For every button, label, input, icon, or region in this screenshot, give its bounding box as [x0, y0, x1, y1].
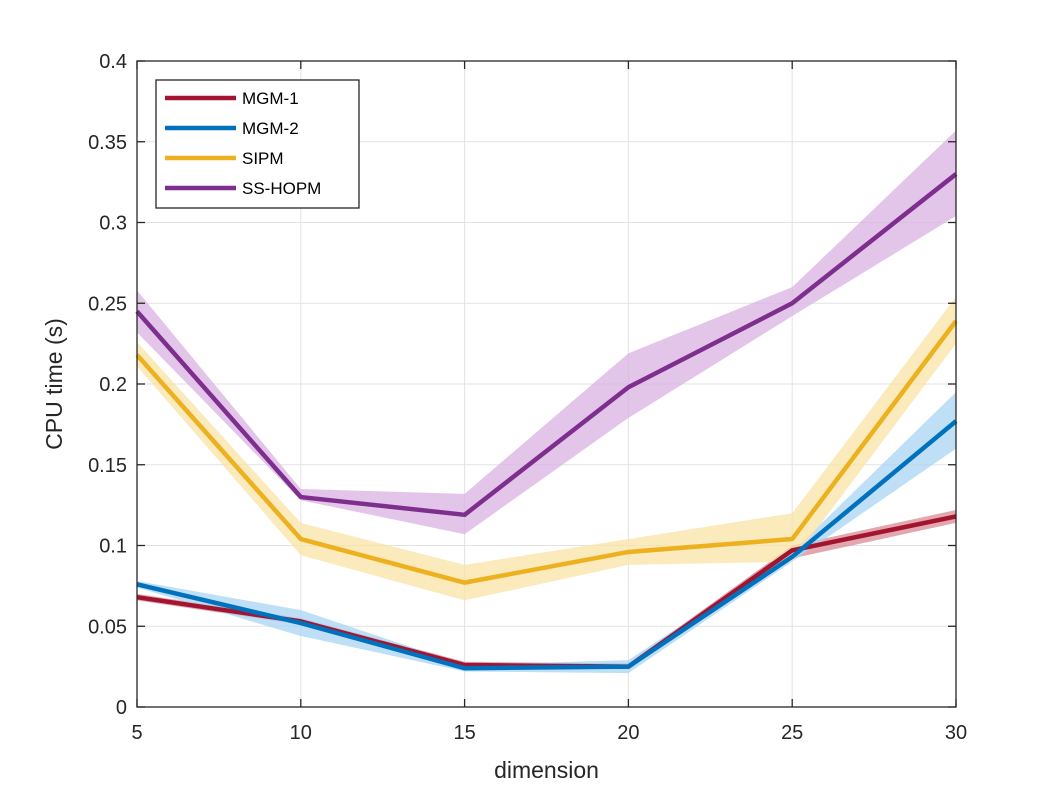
ss-hopm-line [135, 172, 958, 518]
y-tick-label: 0.05 [88, 616, 127, 638]
y-axis-label: CPU time (s) [41, 318, 67, 450]
x-axis-ticks: 5 10 15 20 25 30 [131, 61, 967, 744]
series-lines [135, 172, 958, 671]
mgm-1-legend-label: MGM-1 [242, 89, 299, 108]
y-tick-label: 0.35 [88, 132, 127, 154]
y-tick-label: 0.2 [99, 374, 127, 396]
y-tick-label: 0.15 [88, 455, 127, 477]
x-tick-label: 20 [617, 722, 639, 744]
x-axis-label: dimension [494, 757, 599, 783]
x-tick-label: 25 [781, 722, 803, 744]
mgm-2-legend-label: MGM-2 [242, 119, 299, 138]
y-tick-label: 0.3 [99, 213, 127, 235]
y-tick-label: 0.25 [88, 293, 127, 315]
y-tick-label: 0 [116, 697, 127, 719]
legend-box [155, 79, 360, 209]
ss-hopm-legend-label: SS-HOPM [242, 179, 321, 198]
y-tick-label: 0.1 [99, 536, 127, 558]
sipm-line [135, 319, 958, 585]
x-tick-label: 5 [131, 722, 142, 744]
legend: MGM-1 MGM-2 SIPM SS-HOPM [155, 79, 360, 209]
x-tick-label: 10 [290, 722, 312, 744]
y-axis-ticks: 0 0.05 0.1 0.15 0.2 0.25 0.3 0.35 0.4 [88, 51, 956, 719]
x-tick-label: 30 [945, 722, 967, 744]
mgm-2-line [136, 419, 958, 671]
x-tick-label: 15 [453, 722, 475, 744]
sipm-band [137, 296, 956, 601]
sipm-legend-label: SIPM [242, 149, 284, 168]
y-tick-label: 0.4 [99, 51, 127, 73]
